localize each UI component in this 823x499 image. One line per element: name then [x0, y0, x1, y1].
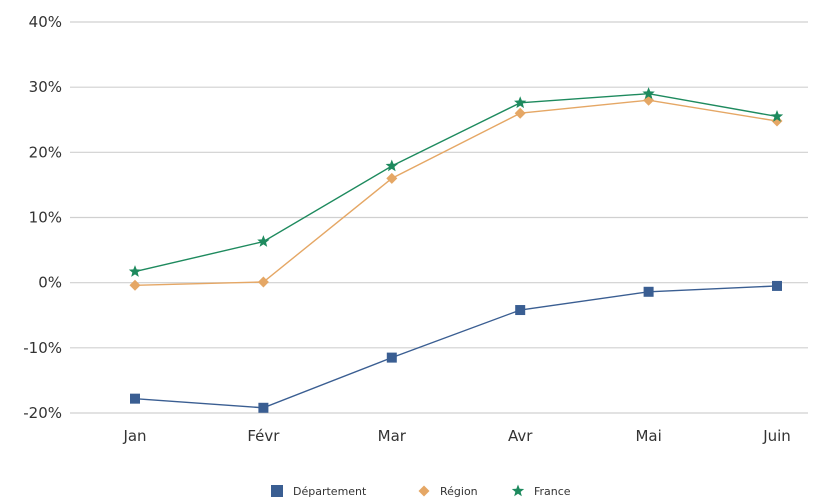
data-point — [130, 393, 140, 404]
data-point — [772, 280, 782, 291]
series-line — [134, 99, 778, 286]
legend: Département Région France — [271, 484, 571, 499]
y-tick-label: 40% — [29, 13, 62, 31]
series-1 — [129, 94, 783, 291]
data-point — [514, 96, 527, 109]
x-tick-label: Mai — [635, 427, 661, 445]
legend-item[interactable]: France — [511, 484, 571, 499]
x-tick-label: Jan — [122, 427, 146, 445]
data-point — [643, 286, 654, 297]
x-tick-label: Juin — [762, 427, 791, 445]
series-line — [134, 92, 778, 273]
y-gridlines — [70, 21, 808, 414]
data-point — [386, 352, 397, 363]
data-point — [642, 87, 655, 99]
legend-label: Département — [293, 485, 367, 498]
y-axis: -20% -10% 0% 10% 20% 30% 40% — [23, 13, 62, 422]
data-point — [129, 279, 141, 291]
x-tick-label: Mar — [378, 427, 407, 445]
series-0 — [130, 280, 782, 413]
y-tick-label: 30% — [29, 78, 62, 96]
data-point — [258, 402, 269, 413]
legend-swatch — [511, 484, 525, 497]
legend-label: Région — [440, 485, 478, 498]
y-tick-label: -10% — [23, 339, 62, 357]
x-axis: Jan Févr Mar Avr Mai Juin — [122, 427, 790, 445]
data-point — [257, 276, 269, 288]
series-line — [134, 285, 778, 409]
data-point — [515, 305, 526, 316]
data-point — [257, 235, 270, 247]
x-tick-label: Févr — [247, 427, 280, 445]
legend-item[interactable]: Région — [418, 485, 478, 498]
series-2 — [128, 87, 784, 277]
data-point — [386, 172, 398, 184]
y-tick-label: 10% — [29, 209, 62, 227]
legend-swatch — [271, 485, 283, 497]
y-tick-label: 0% — [38, 274, 62, 292]
legend-swatch — [418, 485, 430, 497]
data-point — [385, 159, 398, 172]
y-tick-label: 20% — [29, 143, 62, 161]
y-tick-label: -20% — [23, 404, 62, 422]
data-point — [770, 109, 784, 122]
data-point — [128, 265, 142, 277]
data-point — [514, 107, 526, 119]
legend-label: France — [534, 485, 571, 498]
legend-item[interactable]: Département — [271, 485, 367, 498]
x-tick-label: Avr — [508, 427, 533, 445]
series-layer — [128, 87, 784, 413]
